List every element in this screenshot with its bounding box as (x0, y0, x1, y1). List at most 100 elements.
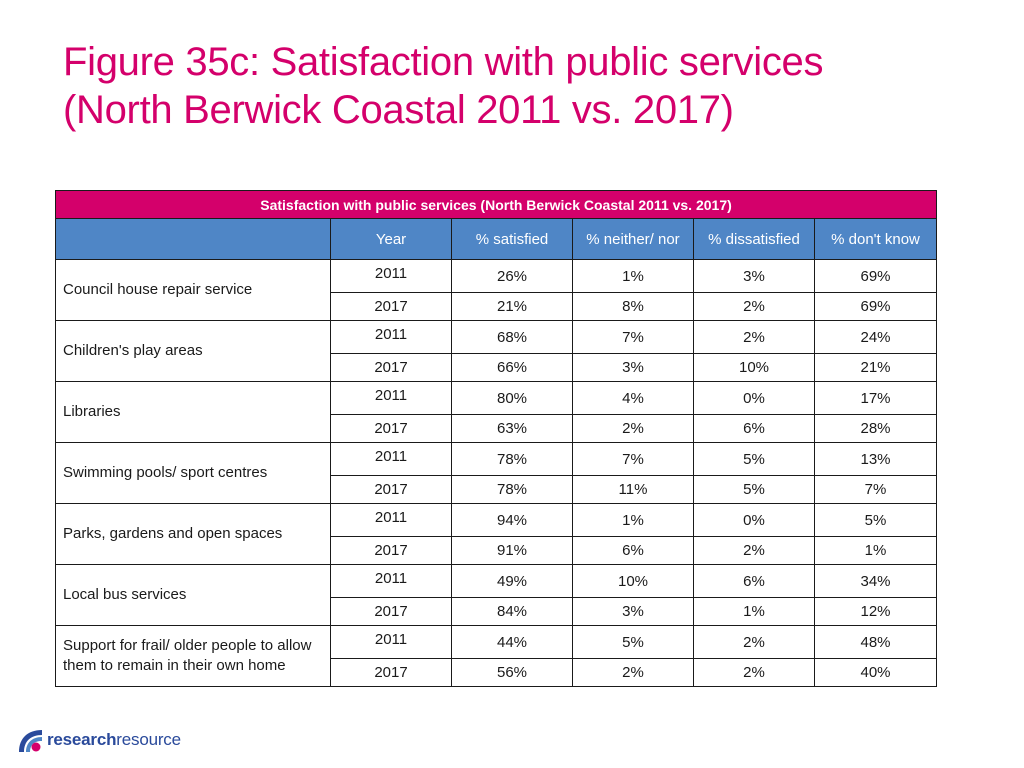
dontknow-cell: 13% (813, 442, 938, 476)
dissatisfied-cell: 10% (693, 353, 815, 382)
service-name: Children's play areas (55, 320, 331, 382)
table-row: Local bus services 2011 49% 10% 6% 34% (55, 564, 938, 626)
table-row: 2017 21% 8% 2% 69% (56, 292, 938, 321)
dissatisfied-cell: 2% (693, 658, 815, 687)
dontknow-cell: 48% (813, 625, 938, 659)
table-banner-row: Satisfaction with public services (North… (54, 190, 938, 219)
table-row: Children's play areas 2011 68% 7% 2% 24% (55, 320, 938, 382)
neither-cell: 4% (572, 381, 694, 415)
year-cell: 2011 (330, 503, 452, 537)
satisfied-cell: 78% (451, 475, 573, 504)
research-resource-logo: researchresource (16, 724, 216, 756)
table-row: Libraries 2011 80% 4% 0% 17% (55, 381, 938, 443)
satisfied-cell: 56% (451, 658, 573, 687)
service-name: Parks, gardens and open spaces (55, 503, 331, 565)
service-name: Support for frail/ older people to allow… (55, 625, 331, 687)
logo-text: researchresource (47, 730, 181, 750)
year-cell: 2011 (330, 625, 452, 659)
header-satisfied: % satisfied (451, 218, 573, 260)
table-row: 2017 78% 11% 5% 7% (56, 475, 938, 504)
title-line-1: Figure 35c: Satisfaction with public ser… (63, 40, 824, 84)
dissatisfied-cell: 2% (693, 292, 815, 321)
satisfied-cell: 63% (451, 414, 573, 443)
satisfied-cell: 44% (451, 625, 573, 659)
dissatisfied-cell: 5% (693, 442, 815, 476)
year-cell: 2011 (330, 564, 452, 598)
dontknow-cell: 34% (813, 564, 938, 598)
table-row: 2017 91% 6% 2% 1% (56, 536, 938, 565)
satisfied-cell: 68% (451, 320, 573, 354)
dissatisfied-cell: 5% (693, 475, 815, 504)
dissatisfied-cell: 0% (693, 503, 815, 537)
dissatisfied-cell: 2% (693, 625, 815, 659)
year-cell: 2011 (330, 381, 452, 415)
table-row: 2017 56% 2% 2% 40% (56, 658, 938, 687)
table-row: 2017 66% 3% 10% 21% (56, 353, 938, 382)
dontknow-cell: 21% (813, 353, 938, 382)
satisfied-cell: 91% (451, 536, 573, 565)
dontknow-cell: 12% (813, 597, 938, 626)
table-row: Parks, gardens and open spaces 2011 94% 1% 0… (55, 503, 938, 565)
dontknow-cell: 24% (813, 320, 938, 354)
satisfied-cell: 26% (451, 259, 573, 293)
neither-cell: 8% (572, 292, 694, 321)
service-name: Swimming pools/ sport centres (55, 442, 331, 504)
satisfied-cell: 66% (451, 353, 573, 382)
neither-cell: 11% (572, 475, 694, 504)
neither-cell: 1% (572, 503, 694, 537)
dissatisfied-cell: 1% (693, 597, 815, 626)
service-name: Council house repair service (55, 259, 331, 321)
year-cell: 2017 (330, 536, 452, 565)
header-year: Year (330, 218, 452, 260)
table-banner: Satisfaction with public services (North… (54, 190, 938, 219)
dontknow-cell: 40% (813, 658, 938, 687)
header-service (55, 218, 331, 260)
dontknow-cell: 28% (813, 414, 938, 443)
neither-cell: 7% (572, 320, 694, 354)
dontknow-cell: 5% (813, 503, 938, 537)
neither-cell: 3% (572, 353, 694, 382)
title-line-2: (North Berwick Coastal 2011 vs. 2017) (63, 88, 734, 132)
satisfaction-table: Satisfaction with public services (North… (54, 190, 938, 687)
dissatisfied-cell: 6% (693, 564, 815, 598)
header-neither: % neither/ nor (572, 218, 694, 260)
neither-cell: 3% (572, 597, 694, 626)
satisfied-cell: 49% (451, 564, 573, 598)
table-row: 2017 84% 3% 1% 12% (56, 597, 938, 626)
table-row: Swimming pools/ sport centres 2011 78% 7% 5%… (55, 442, 938, 504)
header-dontknow: % don't know (813, 218, 938, 260)
dissatisfied-cell: 2% (693, 320, 815, 354)
year-cell: 2011 (330, 259, 452, 293)
year-cell: 2011 (330, 320, 452, 354)
dontknow-cell: 17% (813, 381, 938, 415)
year-cell: 2017 (330, 414, 452, 443)
satisfied-cell: 84% (451, 597, 573, 626)
dontknow-cell: 1% (813, 536, 938, 565)
year-cell: 2017 (330, 475, 452, 504)
neither-cell: 10% (572, 564, 694, 598)
year-cell: 2011 (330, 442, 452, 476)
satisfied-cell: 80% (451, 381, 573, 415)
dissatisfied-cell: 3% (693, 259, 815, 293)
table-row: 2017 63% 2% 6% 28% (56, 414, 938, 443)
dontknow-cell: 69% (813, 259, 938, 293)
satisfied-cell: 94% (451, 503, 573, 537)
dissatisfied-cell: 0% (693, 381, 815, 415)
service-name: Local bus services (55, 564, 331, 626)
dontknow-cell: 7% (813, 475, 938, 504)
neither-cell: 2% (572, 658, 694, 687)
table-row: Support for frail/ older people to allow… (55, 625, 938, 687)
year-cell: 2017 (330, 292, 452, 321)
header-dissatisfied: % dissatisfied (693, 218, 815, 260)
research-resource-logo-icon (19, 730, 42, 752)
neither-cell: 1% (572, 259, 694, 293)
table-header-row: Year % satisfied % neither/ nor % dissat… (55, 218, 938, 260)
neither-cell: 2% (572, 414, 694, 443)
page-title: Figure 35c: Satisfaction with public ser… (63, 38, 963, 134)
dissatisfied-cell: 2% (693, 536, 815, 565)
satisfied-cell: 21% (451, 292, 573, 321)
year-cell: 2017 (330, 658, 452, 687)
neither-cell: 7% (572, 442, 694, 476)
dontknow-cell: 69% (813, 292, 938, 321)
satisfied-cell: 78% (451, 442, 573, 476)
